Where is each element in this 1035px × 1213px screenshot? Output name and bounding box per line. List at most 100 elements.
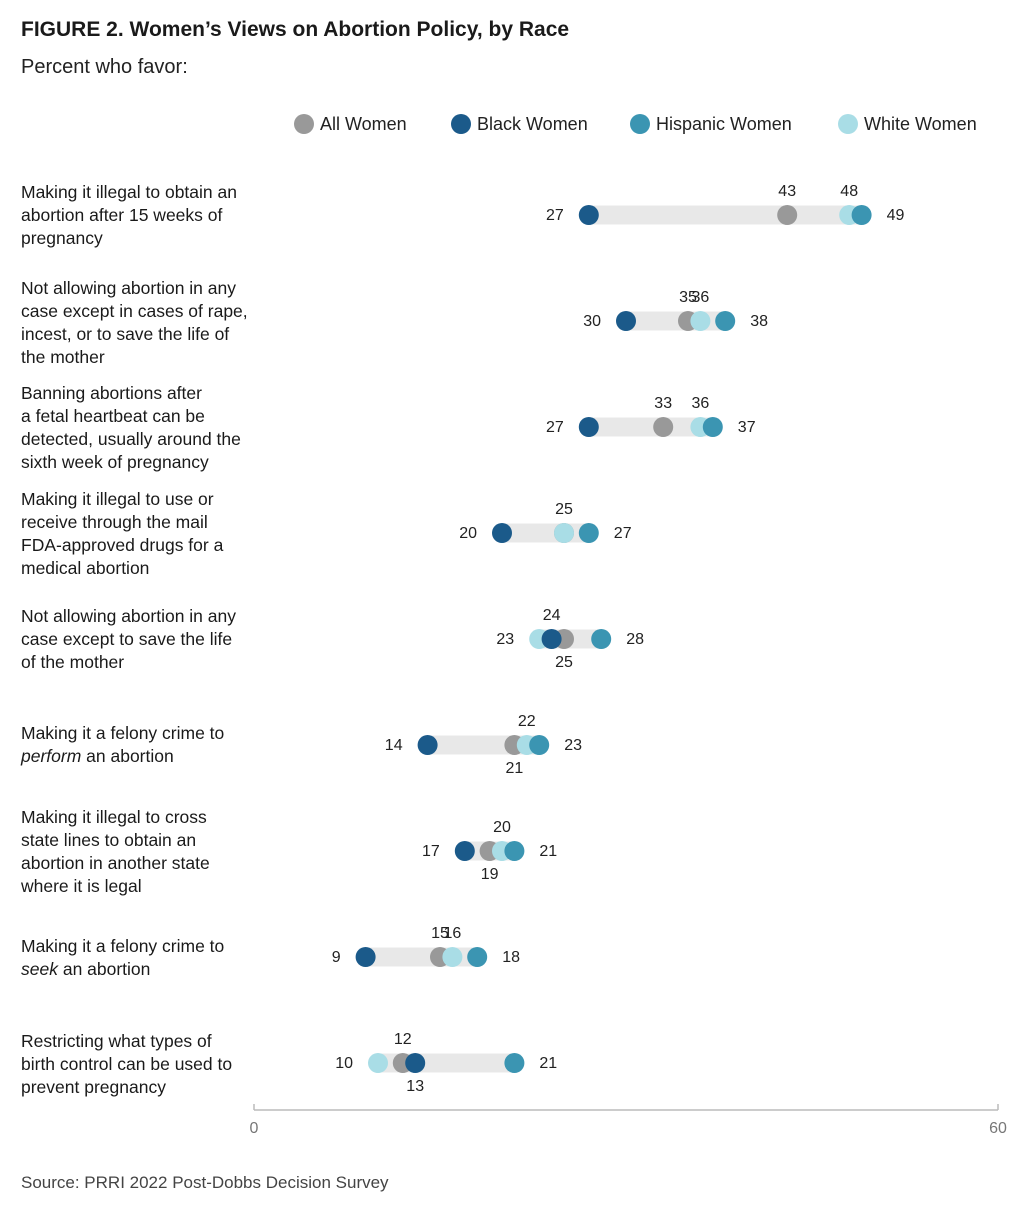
row-label-line: medical abortion bbox=[21, 558, 150, 578]
row-label-line: birth control can be used to bbox=[21, 1054, 233, 1074]
row-label-line: Not allowing abortion in any bbox=[21, 606, 236, 626]
dot-all-women bbox=[777, 205, 798, 225]
row-label: Making it illegal to cross state lines to… bbox=[21, 806, 261, 898]
row-label-line: perform an abortion bbox=[21, 746, 174, 766]
row-label-line: Making it illegal to cross bbox=[21, 807, 207, 827]
legend-marker-hispanic-women bbox=[630, 114, 650, 134]
row-label-line: the mother bbox=[21, 347, 105, 367]
row-label: Making it illegal to use or receive throu… bbox=[21, 488, 261, 580]
dot-black-women bbox=[541, 629, 562, 649]
data-label: 20 bbox=[459, 525, 477, 542]
row-label-line: sixth week of pregnancy bbox=[21, 452, 209, 472]
row-label-line: receive through the mail bbox=[21, 512, 208, 532]
dot-hispanic-women bbox=[529, 735, 550, 755]
data-label: 12 bbox=[394, 1031, 412, 1048]
legend-marker-black-women bbox=[451, 114, 471, 134]
row-label: Making it a felony crime to seek an abort… bbox=[21, 935, 261, 981]
row-label: Restricting what types of birth control c… bbox=[21, 1030, 261, 1099]
legend-marker-white-women bbox=[838, 114, 858, 134]
row-label-line: where it is legal bbox=[21, 876, 142, 896]
dot-all-women bbox=[653, 417, 674, 437]
row-label: Making it illegal to obtain an abortion a… bbox=[21, 181, 261, 250]
data-label: 27 bbox=[546, 207, 564, 224]
dot-hispanic-women bbox=[578, 523, 599, 543]
data-label: 25 bbox=[555, 654, 573, 671]
data-label: 17 bbox=[422, 843, 440, 860]
dot-hispanic-women bbox=[591, 629, 612, 649]
row-label-line: detected, usually around the bbox=[21, 429, 241, 449]
dot-hispanic-women bbox=[467, 947, 488, 967]
dot-black-women bbox=[578, 205, 599, 225]
row-label: Making it a felony crime to perform an ab… bbox=[21, 722, 261, 768]
row-label: Banning abortions after a fetal heartbeat… bbox=[21, 382, 261, 474]
row-label-line: Restricting what types of bbox=[21, 1031, 212, 1051]
data-label: 24 bbox=[543, 607, 561, 624]
row-label: Not allowing abortion in any case except … bbox=[21, 605, 261, 674]
data-label: 27 bbox=[614, 525, 632, 542]
dot-white-women bbox=[368, 1053, 388, 1073]
dot-hispanic-women bbox=[851, 205, 872, 225]
dot-hispanic-women bbox=[702, 417, 723, 437]
dot-black-women bbox=[616, 311, 636, 331]
data-label: 21 bbox=[506, 760, 524, 777]
dot-white-women bbox=[554, 523, 574, 543]
data-label: 35 bbox=[679, 289, 697, 306]
dot-white-women bbox=[442, 947, 463, 967]
dot-hispanic-women bbox=[504, 841, 525, 861]
data-label: 20 bbox=[493, 819, 511, 836]
dot-white-women bbox=[690, 311, 711, 331]
data-label: 13 bbox=[406, 1078, 424, 1095]
data-label: 49 bbox=[887, 207, 905, 224]
data-label: 23 bbox=[496, 631, 514, 648]
chart-subtitle: Percent who favor: bbox=[21, 56, 188, 78]
data-label: 30 bbox=[583, 313, 601, 330]
row-label-line: case except to save the life bbox=[21, 629, 233, 649]
row-label-line: Banning abortions after bbox=[21, 383, 202, 403]
data-label: 21 bbox=[539, 1055, 557, 1072]
source-note: Source: PRRI 2022 Post-Dobbs Decision Su… bbox=[21, 1173, 389, 1192]
data-label: 27 bbox=[546, 419, 564, 436]
legend-label-all-women: All Women bbox=[320, 114, 407, 134]
x-tick-label: 60 bbox=[989, 1120, 1007, 1137]
row-label-line: state lines to obtain an bbox=[21, 830, 197, 850]
dot-hispanic-women bbox=[504, 1053, 525, 1073]
row-label-line: Not allowing abortion in any bbox=[21, 278, 236, 298]
data-label: 18 bbox=[502, 949, 520, 966]
data-label: 43 bbox=[778, 183, 796, 200]
data-label: 25 bbox=[555, 501, 573, 518]
row-label-line: Making it illegal to obtain an bbox=[21, 182, 237, 202]
data-label: 19 bbox=[481, 866, 499, 883]
data-label: 36 bbox=[692, 395, 710, 412]
data-label: 14 bbox=[385, 737, 403, 754]
row-label: Not allowing abortion in any case except … bbox=[21, 277, 261, 369]
dot-black-women bbox=[454, 841, 475, 861]
x-tick-label: 0 bbox=[250, 1120, 259, 1137]
legend-label-hispanic-women: Hispanic Women bbox=[656, 114, 792, 134]
row-label-line: FDA-approved drugs for a bbox=[21, 535, 224, 555]
dot-hispanic-women bbox=[715, 311, 736, 331]
data-label: 22 bbox=[518, 713, 536, 730]
data-label: 15 bbox=[431, 925, 449, 942]
row-label-line: pregnancy bbox=[21, 228, 103, 248]
data-label: 28 bbox=[626, 631, 644, 648]
dot-black-women bbox=[417, 735, 438, 755]
data-label: 23 bbox=[564, 737, 582, 754]
data-label: 21 bbox=[539, 843, 557, 860]
dot-black-women bbox=[405, 1053, 426, 1073]
row-label-line: Making it illegal to use or bbox=[21, 489, 214, 509]
row-label-line: of the mother bbox=[21, 652, 125, 672]
row-label-line: abortion in another state bbox=[21, 853, 210, 873]
legend-marker-all-women bbox=[294, 114, 314, 134]
row-label-line: a fetal heartbeat can be bbox=[21, 406, 205, 426]
dot-black-women bbox=[578, 417, 599, 437]
data-label: 48 bbox=[840, 183, 858, 200]
row-label-line: Making it a felony crime to bbox=[21, 936, 225, 956]
row-label-line: incest, or to save the life of bbox=[21, 324, 230, 344]
data-label: 9 bbox=[332, 949, 341, 966]
data-label: 36 bbox=[692, 289, 710, 306]
row-label-line: seek an abortion bbox=[21, 959, 151, 979]
data-label: 33 bbox=[654, 395, 672, 412]
legend-label-white-women: White Women bbox=[864, 114, 977, 134]
row-label-line: Making it a felony crime to bbox=[21, 723, 225, 743]
